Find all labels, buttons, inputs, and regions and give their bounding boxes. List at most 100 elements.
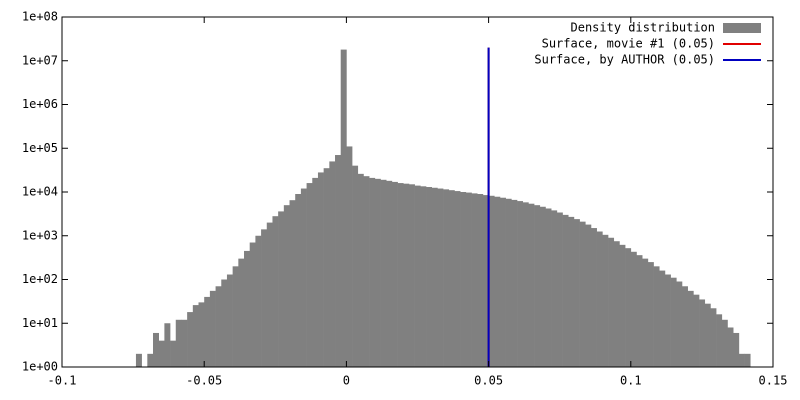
- histogram-bar: [596, 231, 603, 367]
- histogram-bar: [613, 241, 620, 367]
- histogram-bar: [511, 199, 518, 367]
- histogram-bar: [653, 266, 660, 367]
- histogram-bar: [539, 206, 546, 367]
- x-tick-label: 0.05: [474, 374, 503, 388]
- histogram-bar: [340, 49, 347, 368]
- histogram-bar: [244, 250, 251, 367]
- histogram-bar: [721, 319, 728, 367]
- histogram-bar: [283, 205, 290, 367]
- histogram-bar: [181, 319, 188, 367]
- histogram-bar: [659, 270, 666, 367]
- legend-label: Surface, by AUTHOR (0.05): [534, 53, 715, 67]
- histogram-bar: [215, 286, 222, 367]
- histogram-bar: [175, 319, 182, 367]
- histogram-bar: [363, 176, 370, 367]
- histogram-bar: [630, 251, 637, 367]
- x-tick-label: -0.05: [186, 374, 222, 388]
- histogram-bar: [187, 312, 194, 367]
- histogram-bar: [687, 290, 694, 367]
- histogram-bar: [420, 186, 427, 367]
- histogram-bar: [744, 353, 751, 367]
- histogram-bar: [295, 194, 302, 367]
- histogram-bar: [579, 221, 586, 367]
- histogram-bar: [312, 177, 319, 367]
- histogram-bar: [158, 340, 165, 367]
- y-tick-label: 1e+06: [22, 97, 58, 111]
- histogram-bar: [278, 211, 285, 367]
- histogram-bar: [551, 210, 558, 367]
- histogram-bar: [272, 216, 279, 367]
- histogram-bar: [261, 229, 268, 367]
- histogram-bar: [153, 332, 159, 367]
- histogram-bar: [545, 208, 552, 367]
- histogram-bar: [517, 201, 524, 367]
- histogram-bar: [522, 202, 529, 367]
- histogram-bar: [738, 353, 745, 367]
- histogram-bar: [408, 184, 415, 367]
- histogram-bar: [528, 203, 535, 367]
- histogram-bar: [232, 266, 239, 367]
- histogram-bar: [716, 314, 723, 367]
- histogram-bar: [317, 172, 324, 367]
- histogram-bar: [647, 262, 654, 367]
- histogram-bar: [602, 234, 609, 367]
- histogram-bar: [266, 222, 273, 367]
- y-tick-label: 1e+03: [22, 228, 58, 242]
- histogram-bar: [170, 340, 177, 367]
- histogram-bar: [642, 258, 649, 367]
- histogram-bar: [710, 308, 717, 367]
- histogram-bar: [414, 185, 421, 367]
- histogram-bar: [437, 188, 444, 367]
- histogram-bar: [619, 244, 626, 367]
- histogram-bar: [505, 198, 512, 367]
- legend-label: Surface, movie #1 (0.05): [542, 37, 715, 51]
- histogram-bar: [369, 177, 376, 367]
- histogram-bar: [403, 183, 410, 367]
- histogram-bar: [204, 296, 211, 367]
- histogram-bar: [335, 155, 342, 367]
- histogram-bar: [329, 161, 336, 367]
- histogram-bar: [431, 187, 438, 367]
- histogram-bar: [391, 181, 398, 367]
- histogram-bar: [477, 194, 484, 367]
- y-tick-label: 1e+08: [22, 10, 58, 24]
- histogram-bar: [608, 237, 615, 367]
- y-tick-label: 1e+07: [22, 53, 58, 67]
- histogram-bar: [693, 294, 700, 367]
- histogram-bar: [198, 302, 205, 367]
- x-tick-label: -0.1: [48, 374, 77, 388]
- histogram-bar: [147, 353, 154, 367]
- histogram-bar: [352, 165, 359, 367]
- histogram-bar: [397, 183, 404, 367]
- y-tick-label: 1e+02: [22, 272, 58, 286]
- histogram-bar: [670, 277, 677, 367]
- histogram-bar: [443, 189, 450, 367]
- histogram-bar: [664, 274, 671, 367]
- histogram-bar: [704, 303, 711, 367]
- histogram-bar: [164, 323, 171, 367]
- histogram-bar: [573, 219, 580, 367]
- histogram-bar: [471, 193, 478, 367]
- legend-key: [723, 23, 761, 33]
- histogram-bar: [135, 353, 142, 367]
- histogram-bar: [494, 196, 501, 367]
- y-tick-label: 1e+04: [22, 185, 58, 199]
- histogram-bar: [192, 305, 199, 367]
- histogram-bar: [562, 214, 569, 367]
- histogram-bar: [357, 173, 364, 367]
- histogram-bar: [454, 191, 461, 367]
- histogram-bar: [249, 242, 256, 367]
- histogram-bar: [676, 281, 683, 367]
- histogram-bar: [733, 332, 740, 367]
- histogram-bar: [306, 183, 313, 367]
- histogram-bar: [209, 290, 216, 367]
- histogram-bar: [226, 274, 233, 367]
- histogram-bar: [585, 224, 592, 367]
- histogram-bar: [380, 179, 387, 367]
- histogram-bar: [499, 197, 506, 367]
- histogram-bar: [386, 180, 393, 367]
- histogram-bar: [625, 248, 632, 367]
- histogram-bar: [681, 286, 688, 367]
- histogram-bar: [300, 188, 307, 367]
